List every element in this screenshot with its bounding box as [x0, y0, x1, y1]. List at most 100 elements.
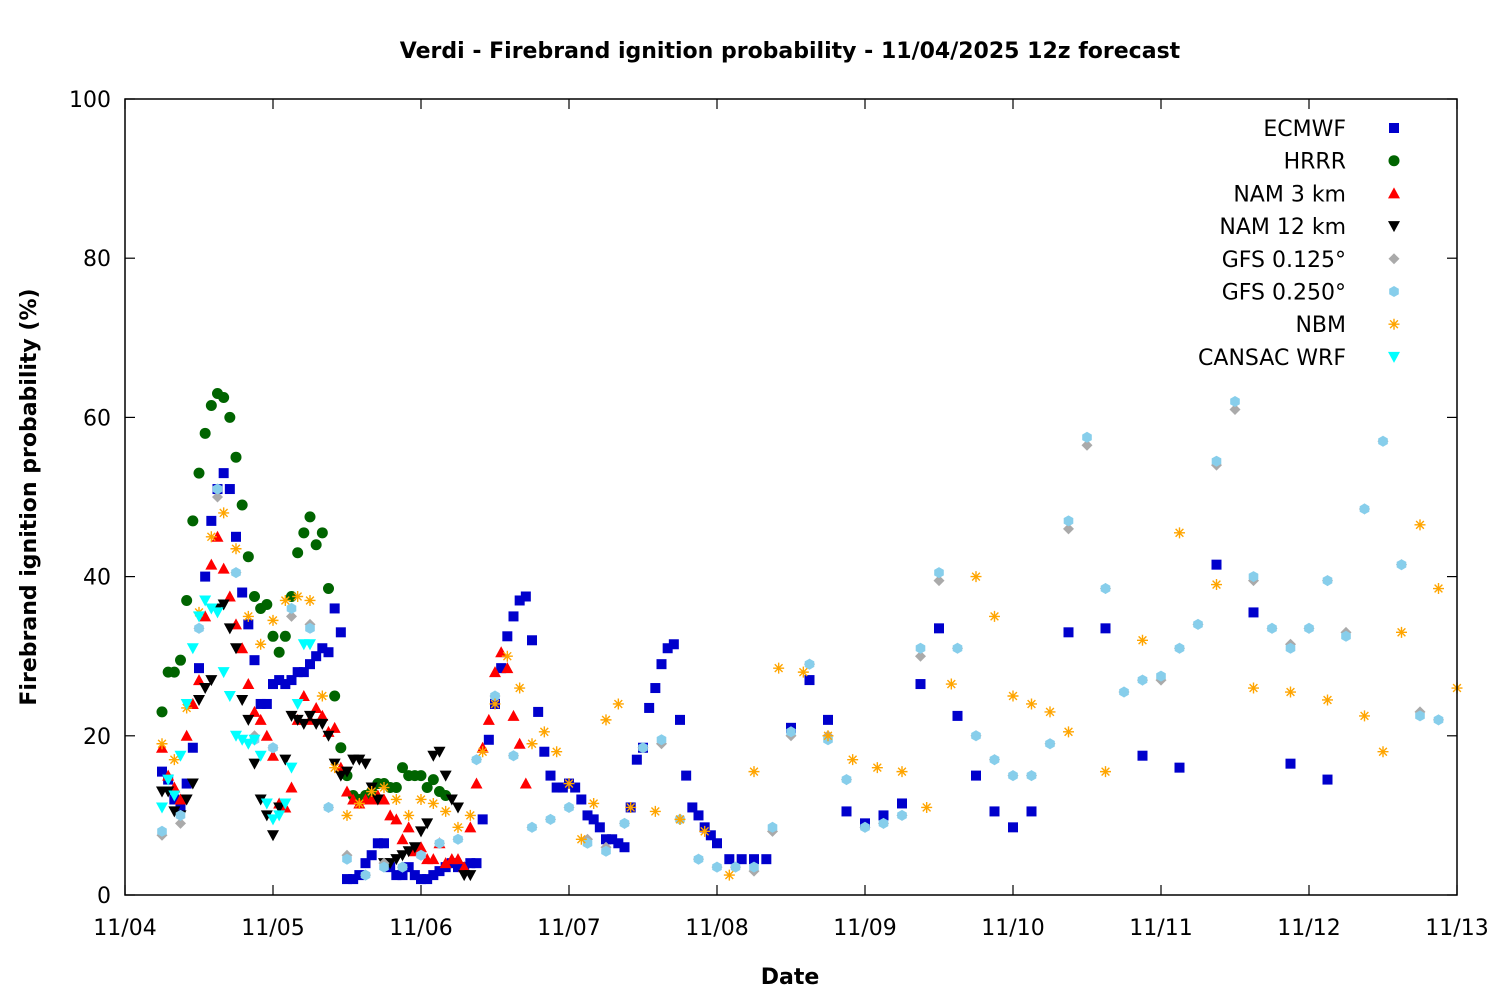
data-point — [390, 793, 402, 805]
data-point — [212, 491, 223, 503]
data-point — [379, 838, 389, 849]
data-point — [600, 714, 612, 726]
data-point — [297, 690, 310, 701]
data-point — [310, 539, 322, 551]
data-point — [823, 714, 833, 725]
data-point — [231, 531, 241, 542]
data-point — [434, 837, 445, 849]
data-point — [402, 846, 415, 858]
data-point — [1377, 746, 1389, 758]
data-point — [619, 817, 630, 829]
data-point — [261, 598, 273, 610]
data-point — [285, 710, 298, 722]
data-point — [464, 870, 477, 882]
data-point — [501, 650, 513, 662]
data-point — [260, 810, 273, 822]
data-point — [310, 701, 323, 713]
data-point — [483, 734, 494, 745]
plot-area — [156, 388, 1463, 885]
data-point — [921, 801, 933, 813]
data-point — [230, 451, 242, 463]
data-point — [286, 675, 297, 686]
data-point — [168, 666, 180, 678]
data-point — [193, 694, 205, 706]
data-point — [989, 754, 1000, 766]
data-point — [519, 777, 532, 789]
data-point — [273, 810, 286, 822]
legend: ECMWF HRRR NAM 3 km NAM 12 km GFS 0.125° GFS … — [1198, 117, 1400, 371]
data-point — [878, 817, 889, 829]
x-tick-label: 11/10 — [981, 916, 1044, 941]
series-1 — [156, 388, 452, 805]
data-point — [1082, 431, 1092, 443]
x-tick-label: 11/06 — [389, 916, 452, 941]
data-point — [724, 854, 735, 865]
data-point — [1174, 527, 1185, 539]
data-point — [242, 551, 254, 563]
data-point — [323, 583, 334, 595]
data-point — [502, 631, 513, 642]
data-point — [1378, 435, 1388, 447]
data-point — [224, 411, 236, 423]
data-point — [1119, 686, 1129, 698]
data-point — [439, 770, 452, 782]
data-point — [230, 543, 242, 555]
data-point — [656, 734, 667, 746]
data-point — [545, 813, 556, 825]
data-point — [539, 746, 550, 757]
data-point — [408, 842, 421, 854]
data-point — [601, 845, 611, 857]
data-point — [186, 778, 199, 790]
data-point — [693, 810, 704, 821]
data-point — [471, 858, 482, 869]
data-point — [230, 730, 242, 742]
data-point — [249, 655, 260, 666]
data-point — [1137, 634, 1148, 646]
data-point — [156, 802, 168, 814]
data-point — [206, 515, 217, 526]
data-point — [304, 511, 316, 523]
data-point — [1211, 559, 1222, 570]
data-point — [748, 766, 760, 778]
data-point — [403, 809, 415, 821]
data-point — [391, 870, 402, 881]
data-point — [897, 798, 907, 809]
data-point — [248, 758, 261, 770]
legend-marker — [1388, 155, 1400, 167]
data-point — [452, 853, 464, 865]
data-point — [588, 814, 599, 825]
data-point — [1026, 770, 1037, 782]
data-point — [180, 794, 193, 806]
data-point — [224, 484, 235, 495]
data-point — [989, 610, 1000, 622]
data-point — [268, 742, 278, 754]
data-point — [218, 468, 229, 479]
data-point — [390, 782, 402, 794]
legend-label: GFS 0.250° — [1222, 281, 1346, 306]
data-point — [223, 590, 236, 602]
data-point — [322, 730, 335, 742]
data-point — [366, 850, 377, 861]
legend-marker — [1388, 318, 1400, 330]
data-point — [274, 675, 285, 686]
data-point — [453, 862, 463, 873]
data-point — [1026, 806, 1037, 817]
data-point — [527, 821, 537, 833]
data-point — [285, 762, 298, 774]
data-point — [564, 801, 574, 813]
data-point — [841, 774, 852, 786]
data-point — [712, 861, 722, 873]
data-point — [773, 662, 785, 674]
data-point — [186, 697, 199, 709]
data-point — [254, 713, 267, 725]
data-point — [342, 874, 352, 885]
data-point — [347, 793, 360, 805]
data-point — [298, 667, 309, 678]
data-point — [316, 690, 328, 702]
data-point — [434, 866, 445, 877]
data-point — [1285, 642, 1296, 654]
data-point — [804, 675, 815, 686]
data-point — [527, 635, 537, 646]
data-point — [1396, 626, 1407, 638]
data-point — [397, 762, 408, 774]
